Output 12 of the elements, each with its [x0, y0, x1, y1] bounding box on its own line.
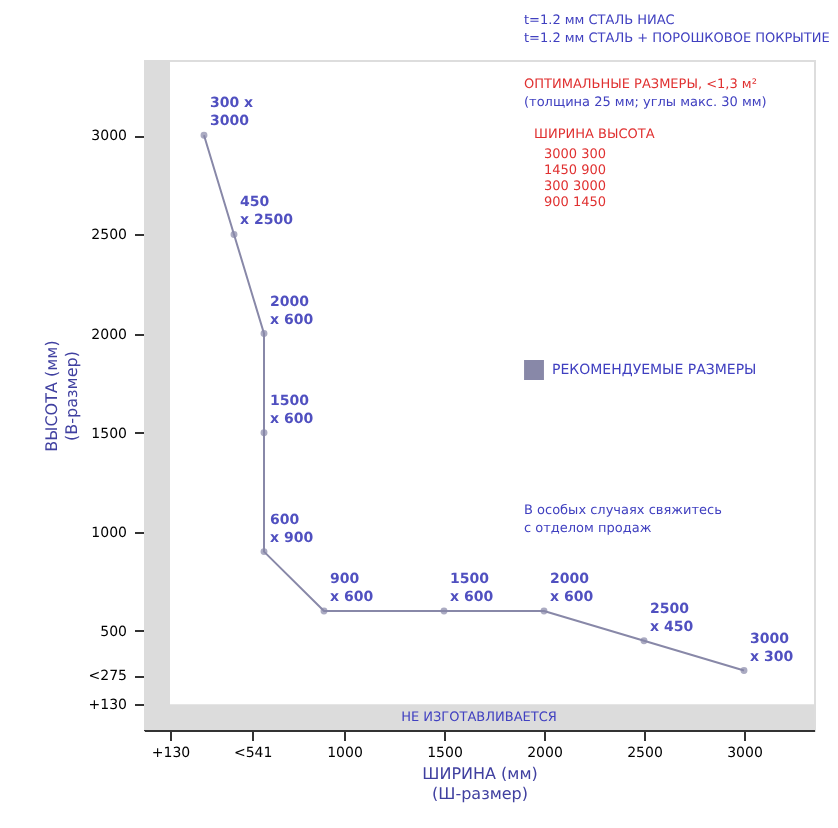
- point: [320, 607, 328, 615]
- point: [200, 131, 208, 139]
- point: [260, 548, 268, 556]
- point: [260, 330, 268, 338]
- point: [640, 637, 648, 645]
- y-axis-title: ВЫСОТА (мм) (В-размер): [42, 340, 81, 452]
- point: [740, 667, 748, 674]
- point: [230, 230, 238, 238]
- point: [440, 607, 448, 615]
- point: [260, 429, 268, 437]
- x-axis-title: ШИРИНА (мм) (Ш-размер): [422, 765, 538, 803]
- point: [540, 607, 548, 615]
